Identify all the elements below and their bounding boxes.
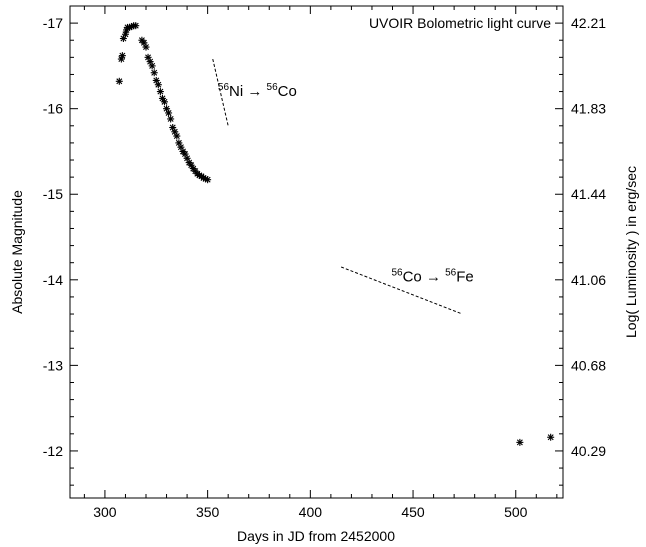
- data-point: [118, 52, 126, 60]
- label-part: Fe: [456, 269, 474, 286]
- label-part: Co: [403, 269, 422, 286]
- data-point: [173, 132, 181, 140]
- label-part: Ni: [229, 83, 243, 100]
- data-point: [117, 55, 125, 63]
- asterisk-stroke: [155, 81, 162, 88]
- data-point: [154, 81, 162, 89]
- asterisk-stroke: [122, 31, 129, 38]
- y2-tick-label: 40.29: [571, 443, 606, 459]
- asterisk-stroke: [116, 78, 123, 85]
- decay-slope-line: [212, 58, 229, 126]
- asterisk-stroke: [171, 128, 178, 135]
- asterisk-stroke: [173, 133, 180, 140]
- y2-tick-label: 41.06: [571, 272, 606, 288]
- data-point: [160, 98, 168, 106]
- data-point: [516, 438, 524, 446]
- asterisk-stroke: [163, 105, 170, 112]
- y2-tick-label: 41.83: [571, 101, 606, 117]
- label-part: →: [422, 269, 445, 286]
- asterisk-stroke: [118, 56, 125, 63]
- y2-tick-label: 42.21: [571, 15, 606, 31]
- data-point: [167, 115, 175, 123]
- decay-label: 56Ni → 56Co: [218, 82, 297, 100]
- decay-label: 56Co → 56Fe: [391, 268, 473, 286]
- asterisk-stroke: [140, 39, 147, 46]
- data-point: [115, 77, 123, 85]
- asterisk-stroke: [165, 109, 172, 116]
- y-tick-label: -15: [43, 186, 63, 202]
- asterisk-stroke: [149, 62, 156, 69]
- asterisk-stroke: [143, 44, 149, 51]
- asterisk-stroke: [204, 176, 211, 183]
- asterisk-stroke: [161, 98, 168, 105]
- y2-axis-ticks: 42.21 41.83 41.44 41.06 40.68 40.29: [571, 15, 606, 459]
- label-part: →: [243, 83, 266, 100]
- y-tick-label: -16: [43, 101, 63, 117]
- asterisk-stroke: [145, 54, 152, 61]
- data-points: [115, 22, 555, 446]
- data-point: [547, 433, 555, 441]
- y-tick-label: -12: [43, 443, 63, 459]
- x-tick-label: 400: [299, 504, 323, 520]
- asterisk-stroke: [157, 88, 164, 95]
- asterisk-stroke: [516, 439, 523, 446]
- isotope-mass-number: 56: [445, 268, 457, 279]
- asterisk-stroke: [159, 95, 166, 102]
- x-axis-label: Days in JD from 2452000: [237, 528, 395, 544]
- asterisk-stroke: [188, 162, 195, 169]
- isotope-mass-number: 56: [267, 82, 279, 93]
- y-tick-label: -14: [43, 272, 63, 288]
- asterisk-stroke: [177, 144, 184, 151]
- y-axis-ticks: -17 -16 -15 -14 -13 -12: [43, 15, 563, 486]
- y-axis-label: Absolute Magnitude: [9, 190, 25, 314]
- data-point: [132, 22, 140, 30]
- x-axis-ticks: 300 350 400 450 500: [83, 6, 558, 520]
- asterisk-stroke: [153, 77, 160, 84]
- isotope-mass-number: 56: [218, 82, 230, 93]
- asterisk-stroke: [184, 155, 191, 162]
- chart-title: UVOIR Bolometric light curve: [369, 15, 551, 31]
- asterisk-stroke: [175, 139, 182, 146]
- y-tick-label: -17: [43, 15, 63, 31]
- x-tick-label: 350: [196, 504, 220, 520]
- x-tick-label: 300: [93, 504, 117, 520]
- isotope-mass-number: 56: [391, 268, 403, 279]
- asterisk-stroke: [167, 115, 174, 122]
- y2-tick-label: 40.68: [571, 357, 606, 373]
- asterisk-stroke: [147, 58, 154, 65]
- decay-slope-line: [340, 266, 463, 315]
- asterisk-stroke: [132, 22, 139, 29]
- asterisk-stroke: [547, 434, 554, 441]
- data-point: [156, 88, 164, 96]
- y2-tick-label: 41.44: [571, 186, 606, 202]
- y-tick-label: -13: [43, 357, 63, 373]
- data-point: [165, 109, 173, 117]
- data-point: [142, 43, 150, 51]
- data-point: [150, 69, 158, 77]
- data-point: [121, 30, 129, 38]
- asterisk-stroke: [169, 124, 176, 131]
- asterisk-stroke: [119, 52, 126, 59]
- asterisk-stroke: [151, 69, 158, 76]
- asterisk-stroke: [182, 151, 189, 158]
- x-tick-label: 450: [401, 504, 425, 520]
- y2-axis-label: Log( Luminosity ) in erg/sec: [623, 166, 639, 338]
- data-point: [204, 176, 212, 184]
- label-part: Co: [278, 83, 297, 100]
- plot-frame: [69, 5, 564, 499]
- data-point: [148, 62, 156, 70]
- x-tick-label: 500: [504, 504, 528, 520]
